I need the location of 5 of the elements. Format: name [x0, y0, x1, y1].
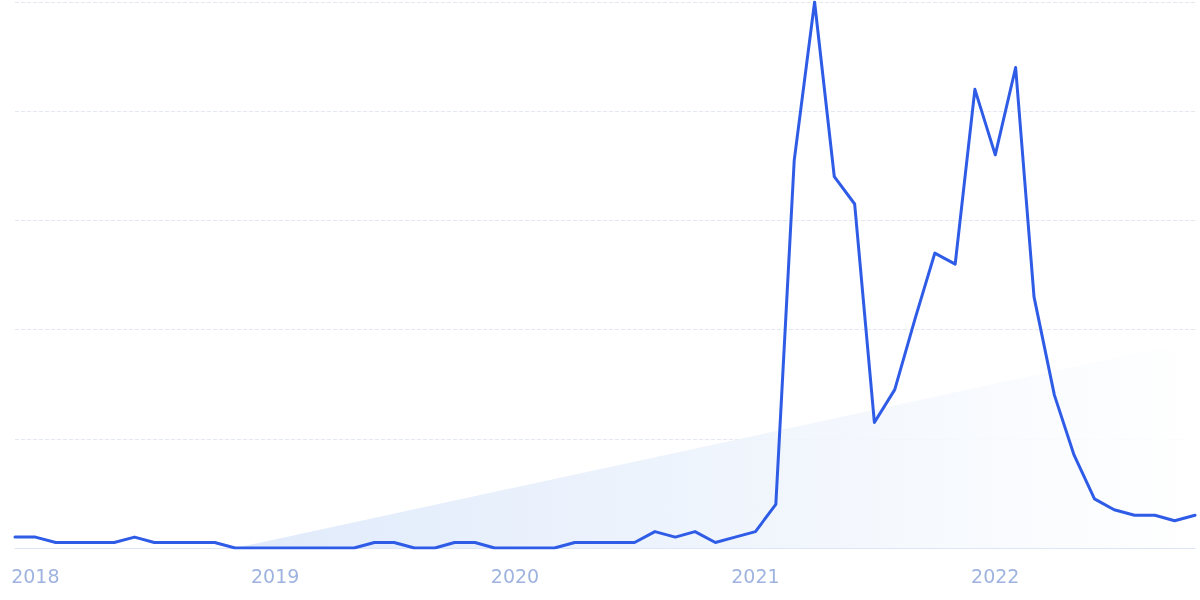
x-tick-label: 2018 — [11, 564, 60, 587]
x-tick-label: 2020 — [490, 564, 540, 587]
x-tick-label: 2022 — [971, 564, 1020, 587]
x-tick-label: 2019 — [251, 564, 300, 587]
x-tick-label: 2021 — [731, 564, 780, 587]
